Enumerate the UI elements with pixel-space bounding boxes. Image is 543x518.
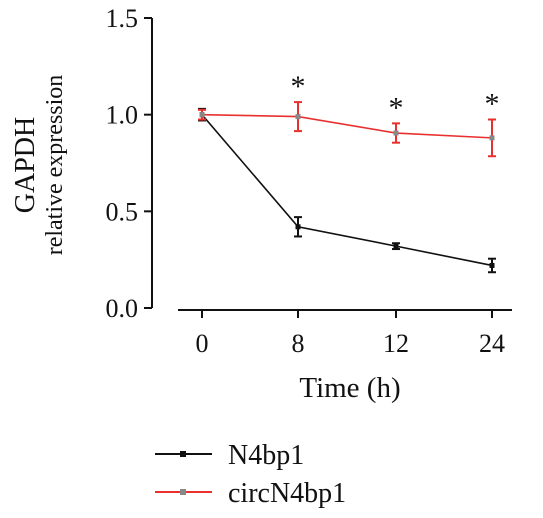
y-axis-label: GAPDH [10,117,41,213]
legend-label-n4bp1: N4bp1 [228,440,304,471]
data-point [489,135,495,141]
series-line [201,114,493,267]
x-tick-label: 24 [479,329,505,358]
series-circn4bp1 [198,101,496,158]
legend: N4bp1 circN4bp1 [155,440,346,509]
significance-asterisk: * [485,88,500,121]
annotation-layer: * * * [291,70,500,124]
x-tick-label: 8 [292,329,305,358]
data-point [295,114,301,120]
data-point [295,224,301,230]
x-tick-label: 0 [196,329,209,358]
legend-label-circn4bp1: circN4bp1 [228,478,346,509]
legend-item-n4bp1: N4bp1 [155,440,304,471]
y-tick-label: 1.0 [106,101,139,130]
data-point [489,262,495,268]
data-point [393,243,399,249]
y-axis-label-2: relative expression [42,75,68,256]
series-layer [198,101,496,274]
significance-asterisk: * [291,70,306,103]
series-n4bp1 [198,107,496,274]
axes: 0.0 0.5 1.0 1.5 0 8 12 24 [106,4,512,358]
legend-marker-circn4bp1 [180,489,186,495]
y-tick-label: 0.5 [106,197,139,226]
data-point [393,130,399,136]
legend-item-circn4bp1: circN4bp1 [155,478,346,509]
x-tick-label: 12 [383,329,409,358]
y-axis-label-line2: relative expression [42,75,68,256]
data-point [199,112,205,118]
x-axis-label: Time (h) [299,372,400,404]
y-tick-label: 0.0 [106,294,139,323]
y-tick-label: 1.5 [106,4,139,33]
significance-asterisk: * [389,91,404,124]
legend-marker-n4bp1 [180,451,186,457]
y-axis-label-line1: GAPDH [10,117,41,213]
series-line [201,113,493,139]
